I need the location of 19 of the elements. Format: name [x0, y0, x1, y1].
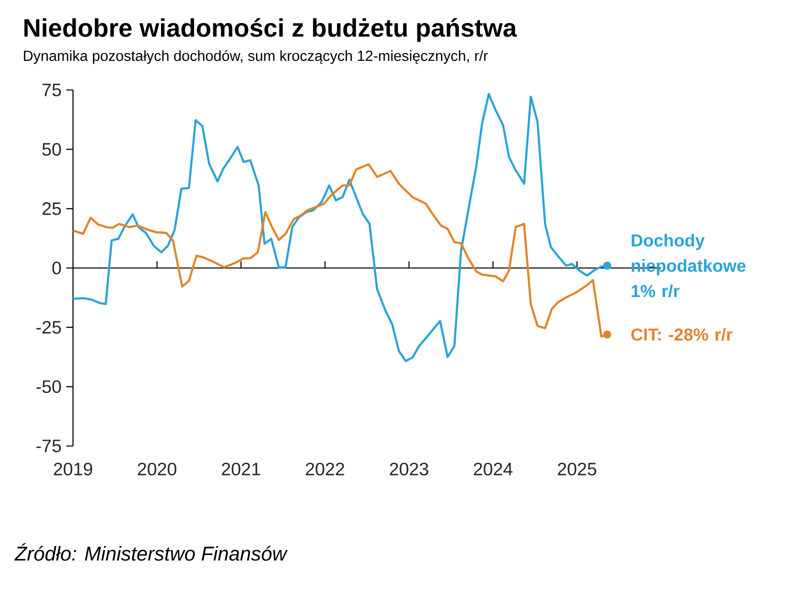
x-tick-label: 2025: [558, 462, 596, 476]
y-tick-label: -50: [36, 380, 61, 394]
x-tick-label: 2023: [390, 462, 428, 476]
x-tick-label: 2020: [138, 462, 176, 476]
x-tick-label: 2019: [54, 462, 92, 476]
chart-title: Niedobre wiadomości z budżetu państwa: [24, 18, 517, 42]
x-tick-label: 2024: [474, 462, 512, 476]
y-tick-label: 75: [42, 84, 61, 96]
y-tick-label: 0: [52, 262, 61, 274]
y-tick-label: 50: [42, 142, 61, 156]
y-tick-label: -75: [36, 440, 61, 452]
x-tick-label: 2021: [222, 462, 260, 476]
y-tick-label: 25: [42, 202, 61, 216]
x-tick-label: 2022: [306, 462, 344, 476]
series-label: Dochody niepodatkowe 1% r/r: [632, 234, 746, 298]
chart-subtitle: Dynamika pozostałych dochodów, sum kroczących 12-miesięcznych, r/r: [24, 50, 488, 64]
y-tick-label: -25: [36, 320, 61, 334]
series-label: CIT: -28% r/r: [631, 328, 732, 341]
text: Źródło: Ministerstwo Finansów: [14, 543, 288, 561]
